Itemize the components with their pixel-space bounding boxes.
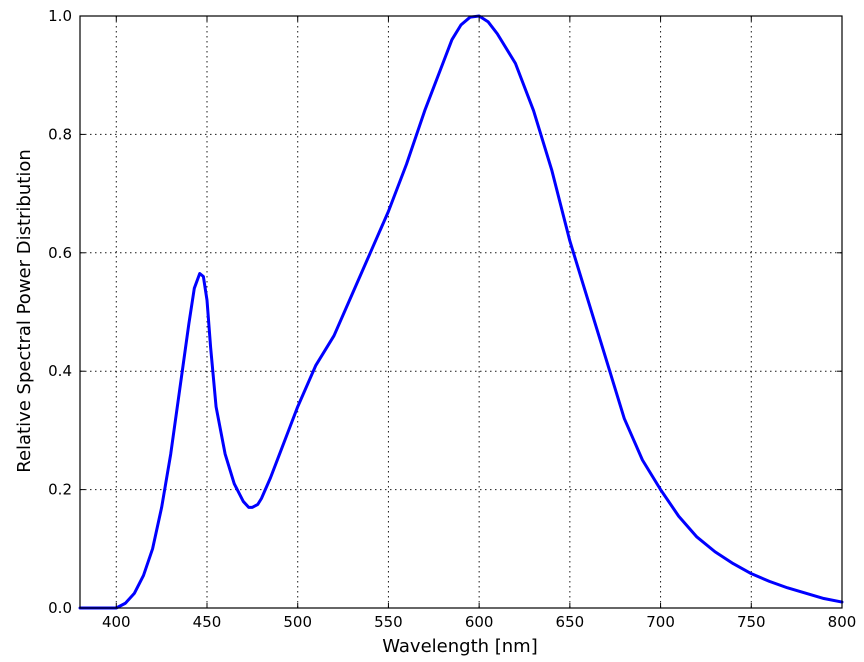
series-line-0 — [78, 14, 844, 610]
axis-ticks — [80, 15, 843, 609]
x-tick-label: 500 — [283, 613, 312, 631]
y-tick-label: 0.6 — [48, 244, 72, 262]
x-axis-label: Wavelength [nm] — [382, 636, 538, 657]
x-tick-label: 700 — [646, 613, 675, 631]
series-layer — [78, 14, 844, 610]
x-tick-label: 650 — [556, 613, 585, 631]
y-tick-label: 0.2 — [48, 481, 72, 499]
x-tick-labels: 400 450 500 550 600 650 700 750 800 — [102, 613, 856, 631]
y-tick-label: 0.8 — [48, 125, 72, 143]
y-tick-label: 1.0 — [48, 7, 72, 25]
y-tick-label: 0.4 — [48, 362, 72, 380]
x-tick-label: 400 — [102, 613, 131, 631]
x-tick-label: 450 — [193, 613, 222, 631]
x-tick-label: 600 — [465, 613, 494, 631]
x-tick-label: 750 — [737, 613, 766, 631]
x-tick-label: 550 — [374, 613, 403, 631]
plot-frame — [79, 15, 843, 609]
y-axis-label: Relative Spectral Power Distribution — [14, 149, 35, 473]
y-tick-label: 0.0 — [48, 599, 72, 617]
grid-lines — [80, 15, 843, 609]
y-tick-labels: 0.0 0.2 0.4 0.6 0.8 1.0 — [48, 7, 72, 617]
x-tick-label: 800 — [828, 613, 857, 631]
